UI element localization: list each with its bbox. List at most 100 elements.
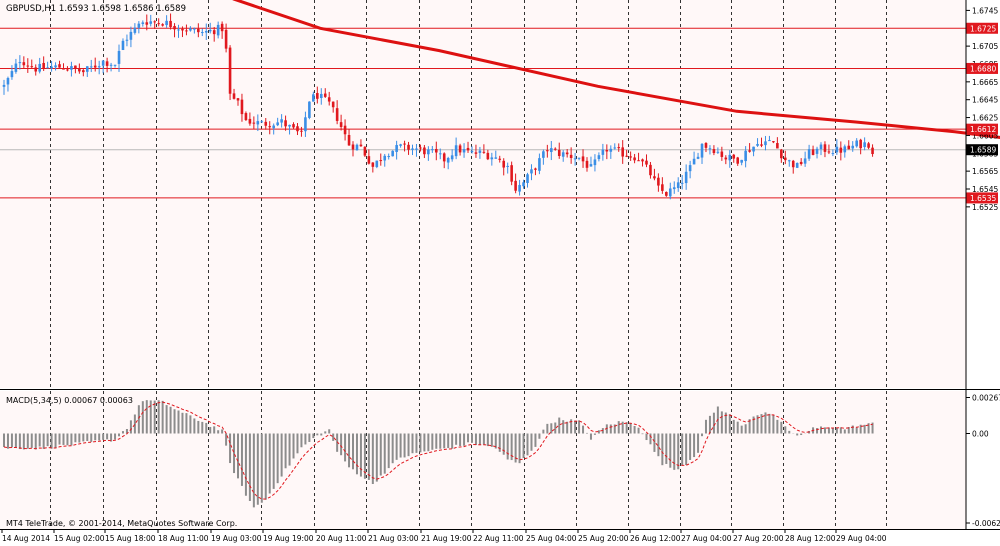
candle-body — [304, 117, 307, 132]
level-price-tag — [966, 123, 998, 135]
candle-body — [387, 156, 391, 158]
level-price-tag — [966, 62, 998, 74]
candle-body — [526, 174, 529, 184]
candle-body — [637, 160, 640, 162]
candle-body — [145, 22, 149, 25]
candle-body — [641, 159, 644, 162]
candle-body — [34, 67, 38, 72]
candle-body — [748, 150, 751, 152]
candle-body — [605, 149, 609, 152]
copyright-text: MT4 TeleTrade, © 2001-2014, MetaQuotes S… — [6, 519, 237, 528]
candle-body — [105, 61, 109, 66]
time-tick-label: 20 Aug 11:00 — [316, 534, 367, 543]
candle-body — [189, 28, 192, 31]
price-tick-label: 1.6605 — [972, 131, 998, 140]
candle-body — [458, 145, 462, 153]
price-plot-area[interactable] — [0, 0, 966, 388]
candle-body — [66, 69, 69, 71]
time-tick-label: 27 Aug 04:00 — [681, 534, 732, 543]
candle-body — [561, 152, 565, 157]
current-price-label: 1.6589 — [970, 146, 996, 155]
time-tick-label: 19 Aug 03:00 — [211, 534, 262, 543]
time-tick-label: 18 Aug 11:00 — [158, 534, 209, 543]
candle-body — [871, 147, 874, 155]
price-tick-label: 1.6525 — [972, 203, 998, 212]
current-price-tag — [966, 144, 998, 156]
candle-body — [740, 159, 743, 163]
candle-body — [169, 20, 172, 28]
candle-body — [589, 164, 593, 167]
macd-histogram — [3, 400, 874, 508]
candle-body — [478, 150, 482, 153]
candle-body — [799, 161, 803, 165]
level-price-label: 1.6612 — [970, 125, 996, 134]
candle-body — [403, 143, 406, 145]
candle-body — [815, 148, 819, 154]
candle-body — [724, 157, 728, 160]
level-price-label: 1.6680 — [970, 64, 996, 73]
candle-body — [633, 157, 636, 161]
time-tick-label: 15 Aug 02:00 — [54, 534, 105, 543]
candle-body — [264, 121, 268, 126]
candle-body — [371, 162, 375, 167]
horizontal-levels — [0, 27, 966, 199]
candle-body — [764, 141, 767, 146]
time-tick-label: 15 Aug 18:00 — [105, 534, 156, 543]
candle-body — [236, 98, 240, 101]
candle-body — [129, 31, 133, 40]
candle-body — [42, 62, 45, 69]
price-tick-label: 1.6665 — [972, 78, 998, 87]
candle-body — [339, 122, 343, 127]
candle-body — [625, 155, 628, 157]
candle-body — [565, 152, 569, 155]
candle-body — [97, 66, 101, 68]
candle-body — [744, 150, 747, 162]
candle-body — [692, 158, 696, 165]
candle-body — [700, 143, 704, 158]
macd-plot-area[interactable] — [0, 391, 966, 529]
candle-body — [6, 78, 10, 85]
candle-body — [553, 148, 557, 150]
candle-body — [173, 25, 176, 30]
candle-body — [54, 65, 57, 68]
candle-body — [708, 148, 712, 150]
candle-body — [427, 149, 430, 155]
candle-body — [153, 21, 157, 23]
candle-body — [323, 93, 327, 97]
candle-body — [22, 62, 26, 66]
candle-body — [803, 158, 807, 164]
candle-body — [474, 152, 478, 154]
candle-body — [859, 139, 862, 149]
moving-average-line — [232, 0, 1000, 139]
moving-average-series — [232, 0, 1000, 139]
candle-body — [684, 171, 688, 184]
candle-body — [109, 64, 113, 66]
price-candles — [2, 13, 874, 200]
candle-body — [46, 67, 49, 69]
price-tick-label: 1.6745 — [972, 6, 998, 15]
candle-body — [772, 141, 775, 143]
candle-body — [232, 93, 236, 99]
candle-body — [70, 66, 73, 70]
candle-body — [466, 147, 470, 151]
candle-body — [411, 148, 414, 150]
candle-body — [470, 151, 474, 153]
candle-body — [494, 157, 498, 159]
candle-body — [240, 99, 244, 115]
price-tick-label: 1.6545 — [972, 185, 998, 194]
candle-body — [26, 65, 30, 67]
candle-body — [438, 153, 442, 155]
macd-tick-label: 0.00267 — [972, 394, 1000, 403]
candle-body — [419, 147, 422, 149]
candle-body — [621, 147, 624, 157]
candle-body — [593, 159, 597, 166]
price-tick-label: 1.6625 — [972, 114, 998, 123]
candle-body — [14, 63, 18, 72]
macd-tick-label: 0.00 — [972, 430, 989, 439]
candle-body — [843, 146, 847, 153]
candle-body — [577, 157, 581, 159]
level-price-label: 1.6725 — [970, 24, 996, 33]
candle-body — [728, 154, 732, 161]
candle-body — [732, 154, 736, 159]
candle-body — [442, 153, 446, 162]
